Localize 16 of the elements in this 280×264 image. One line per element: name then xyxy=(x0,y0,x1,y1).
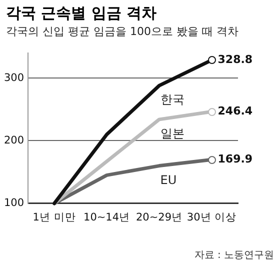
x-tick-label: 1년 미만 xyxy=(32,211,76,224)
series-label: 한국 xyxy=(160,92,184,107)
y-tick-label: 300 xyxy=(4,72,24,84)
data-label: 246.4 xyxy=(218,104,253,118)
x-tick-label: 20~29년 xyxy=(136,211,183,224)
x-tick-label: 30년 이상 xyxy=(186,211,237,224)
chart-title: 각국 근속별 임금 격차 xyxy=(5,3,158,23)
data-label: 328.8 xyxy=(218,52,253,66)
y-tick-label: 100 xyxy=(4,197,24,210)
series-label: EU xyxy=(160,172,177,187)
y-tick-label: 200 xyxy=(4,134,24,146)
text: 자료 : 노동연구원 xyxy=(194,249,274,262)
chart-subtitle: 각국의 신입 평균 임금을 100으로 봤을 때 격차 xyxy=(5,24,240,39)
series-label: 일본 xyxy=(160,126,184,141)
data-label: 169.9 xyxy=(218,152,253,166)
x-tick-label: 10~14년 xyxy=(84,211,130,224)
